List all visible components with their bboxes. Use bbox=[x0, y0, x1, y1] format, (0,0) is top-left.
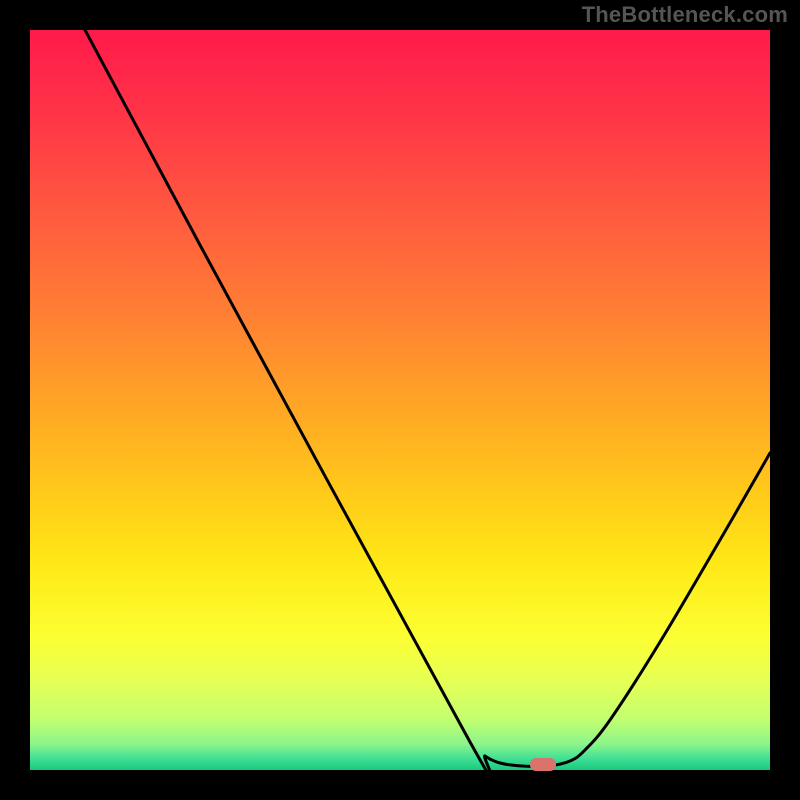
chart-svg bbox=[0, 0, 800, 800]
plot-background bbox=[30, 30, 770, 770]
optimum-marker bbox=[530, 758, 556, 771]
watermark-text: TheBottleneck.com bbox=[582, 2, 788, 28]
chart-stage: TheBottleneck.com bbox=[0, 0, 800, 800]
